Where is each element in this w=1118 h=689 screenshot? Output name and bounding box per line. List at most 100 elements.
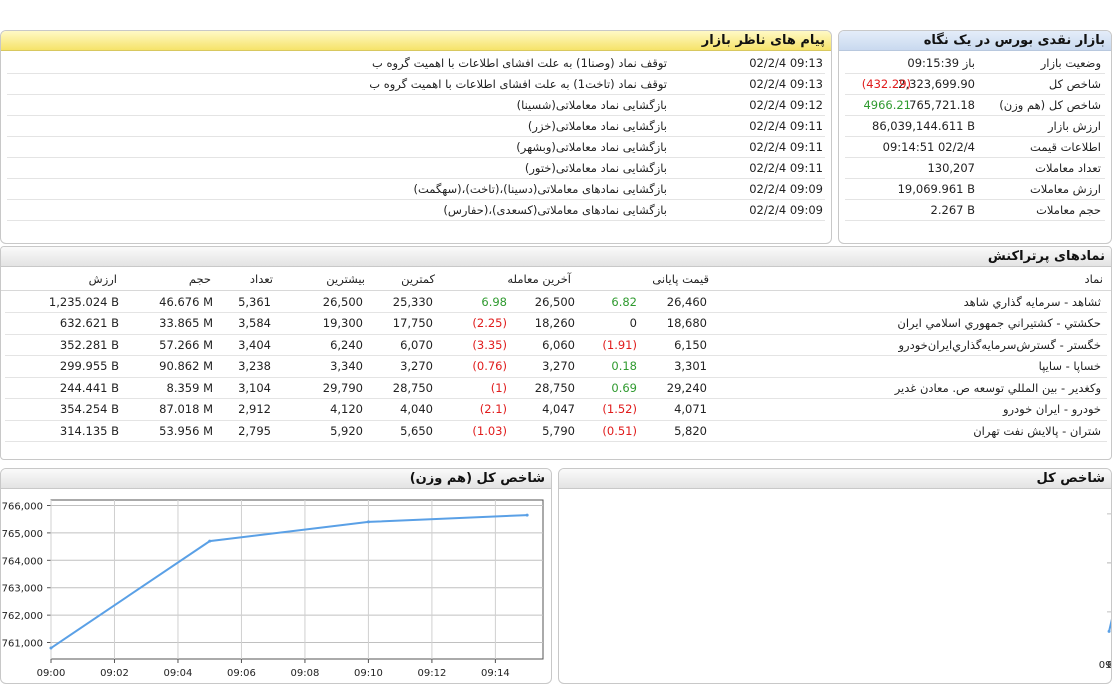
message-item[interactable]: 02/2/4 09:13 توقف نماد (تاخت1) به علت افش… <box>7 74 825 95</box>
final-price-cell: 5,820 <box>674 423 707 438</box>
top-symbols-header: نماد قیمت پایانی آخرین معامله کمترین بیش… <box>1 269 1111 291</box>
x-tick-label: 09:12 <box>417 668 446 679</box>
final-price-change-cell: (0.51) <box>602 423 637 438</box>
market-row-label: وضعیت بازار <box>1040 55 1101 70</box>
x-tick-label: 09:12 <box>1107 660 1112 671</box>
volume-cell: 46.676 M <box>159 294 213 309</box>
message-text: بازگشایی نماد معاملاتی(ختور) <box>524 160 667 175</box>
trade-count-cell: 3,238 <box>238 359 271 373</box>
market-row-change: (432.29) <box>861 76 911 91</box>
final-price-change-cell: (1.52) <box>602 402 637 416</box>
x-tick-label: 09:02 <box>100 668 129 679</box>
message-item[interactable]: 02/2/4 09:09 بازگشایی نمادهای معاملاتی(کس… <box>7 200 825 221</box>
message-time: 02/2/4 09:11 <box>749 118 823 133</box>
last-trade-change-cell: (1.03) <box>472 423 507 438</box>
x-tick-label: 09:14 <box>1099 660 1112 671</box>
table-row[interactable]: خگستر - گسترش‌سرمايه‌گذاري‌ايران‌خودرو 6,… <box>5 335 1107 356</box>
x-tick-label: 09:00 <box>37 668 66 679</box>
y-tick-label: 766,000 <box>2 501 43 512</box>
trade-count-cell: 3,584 <box>238 316 271 330</box>
message-text: توقف نماد (وصنا1) به علت افشای اطلاعات ب… <box>372 55 667 70</box>
y-tick-label: 763,000 <box>2 584 43 595</box>
main-index-chart-title: شاخص کل <box>559 469 1111 489</box>
market-row-value: 09:14:51 02/2/4 <box>882 139 975 154</box>
message-item[interactable]: 02/2/4 09:12 بازگشایی نماد معاملاتی(شسینا… <box>7 95 825 116</box>
market-row: حجم معاملات 2.267 B <box>845 200 1105 221</box>
table-row[interactable]: خودرو - ايران‌ خودرو 4,071 (1.52) 4,047 (2.1… <box>5 400 1107 421</box>
market-row-label: ارزش بازار <box>1047 118 1101 133</box>
x-tick-label: 09:14 <box>481 668 510 679</box>
message-item[interactable]: 02/2/4 09:11 بازگشایی نماد معاملاتی(خزر) <box>7 116 825 137</box>
trade-count-cell: 3,104 <box>238 380 271 395</box>
final-price-change-cell: (1.91) <box>602 337 637 352</box>
max-price-cell: 19,300 <box>322 316 363 330</box>
final-price-change-cell: 6.82 <box>611 294 637 309</box>
col-header-final-price[interactable]: قیمت پایانی <box>652 272 709 286</box>
message-item[interactable]: 02/2/4 09:11 بازگشایی نماد معاملاتی(ختور) <box>7 158 825 179</box>
final-price-cell: 18,680 <box>666 316 707 330</box>
min-price-cell: 6,070 <box>400 337 433 352</box>
volume-cell: 90.862 M <box>159 359 213 373</box>
supervisor-messages-title: پیام های ناظر بازار <box>1 31 831 51</box>
message-text: بازگشایی نماد معاملاتی(خزر) <box>527 118 667 133</box>
min-price-cell: 3,270 <box>400 359 433 373</box>
value-cell: 1,235.024 B <box>48 294 119 309</box>
x-tick-label: 09:08 <box>291 668 320 679</box>
symbol-cell: خگستر - گسترش‌سرمايه‌گذاري‌ايران‌خودرو <box>898 337 1101 352</box>
value-cell: 352.281 B <box>59 337 119 352</box>
col-header-min[interactable]: کمترین <box>401 272 435 286</box>
message-item[interactable]: 02/2/4 09:11 بازگشایی نماد معاملاتی(وبشهر… <box>7 137 825 158</box>
y-tick-label: 761,000 <box>2 639 43 650</box>
market-row: ارزش معاملات 19,069.961 B <box>845 179 1105 200</box>
message-item[interactable]: 02/2/4 09:09 بازگشایی نمادهای معاملاتی(دس… <box>7 179 825 200</box>
final-price-cell: 4,071 <box>674 402 707 416</box>
last-trade-change-cell: (2.1) <box>479 402 507 416</box>
market-row: شاخص کل 2,323,699.90 (432.29) <box>845 74 1105 95</box>
max-price-cell: 29,790 <box>322 380 363 395</box>
market-row-change: 4966.21 <box>863 97 911 112</box>
table-row[interactable]: ثشاهد - سرمایه گذاري شاهد 26,460 6.82 26,50… <box>5 292 1107 313</box>
x-tick-label: 09:04 <box>164 668 193 679</box>
col-header-count[interactable]: تعداد <box>249 272 273 286</box>
value-cell: 354.254 B <box>59 402 119 416</box>
market-overview-panel: بازار نقدی بورس در یک نگاه وضعیت بازار با… <box>838 30 1112 244</box>
market-row-label: حجم معاملات <box>1036 202 1101 217</box>
table-row[interactable]: حکشتي - کشتيراني جمهوري اسلامي ايران 18,6… <box>5 314 1107 335</box>
message-text: بازگشایی نماد معاملاتی(وبشهر) <box>516 139 667 154</box>
market-row-label: شاخص کل <box>1048 76 1101 91</box>
last-trade-change-cell: (2.25) <box>472 316 507 330</box>
market-row-label: اطلاعات قیمت <box>1030 139 1101 154</box>
message-text: بازگشایی نمادهای معاملاتی(دسینا)،(تاخت)،… <box>413 181 667 196</box>
col-header-max[interactable]: بیشترین <box>326 272 365 286</box>
symbol-cell: خودرو - ايران‌ خودرو <box>1002 402 1101 416</box>
x-tick-label: 09:06 <box>227 668 256 679</box>
market-row: وضعیت بازار باز 09:15:39 <box>845 53 1105 74</box>
message-item[interactable]: 02/2/4 09:13 توقف نماد (وصنا1) به علت افش… <box>7 53 825 74</box>
final-price-change-cell: 0 <box>629 316 637 330</box>
table-row[interactable]: وکغدير - بين المللي توسعه ص. معادن غدير 2… <box>5 378 1107 399</box>
last-trade-cell: 18,260 <box>534 316 575 330</box>
equal-weight-index-chart-title: شاخص کل (هم وزن) <box>1 469 551 489</box>
last-trade-cell: 26,500 <box>534 294 575 309</box>
supervisor-messages-panel: پیام های ناظر بازار 02/2/4 09:13 توقف نما… <box>0 30 832 244</box>
value-cell: 314.135 B <box>59 423 119 438</box>
volume-cell: 57.266 M <box>159 337 213 352</box>
last-trade-cell: 5,790 <box>542 423 575 438</box>
last-trade-cell: 4,047 <box>542 402 575 416</box>
market-row-value: 130,207 <box>927 160 975 175</box>
trade-count-cell: 3,404 <box>238 337 271 352</box>
col-header-value[interactable]: ارزش <box>88 272 117 286</box>
message-time: 02/2/4 09:11 <box>749 160 823 175</box>
message-text: بازگشایی نمادهای معاملاتی(کسعدی)،(حفارس) <box>443 202 667 217</box>
col-header-symbol[interactable]: نماد <box>1084 272 1103 286</box>
table-row[interactable]: شتران - پالايش نفت تهران 5,820 (0.51) 5,790… <box>5 421 1107 442</box>
max-price-cell: 5,920 <box>330 423 363 438</box>
table-row[interactable]: خساپا - سايپا 3,301 0.18 3,270 (0.76) 3,270 3,… <box>5 357 1107 378</box>
col-header-volume[interactable]: حجم <box>188 272 211 286</box>
market-row-label: شاخص کل (هم وزن) <box>999 97 1101 112</box>
data-point <box>208 539 212 543</box>
last-trade-change-cell: (1) <box>490 380 507 395</box>
message-time: 02/2/4 09:11 <box>749 139 823 154</box>
value-cell: 632.621 B <box>59 316 119 330</box>
col-header-last-trade[interactable]: آخرین معامله <box>507 272 571 286</box>
